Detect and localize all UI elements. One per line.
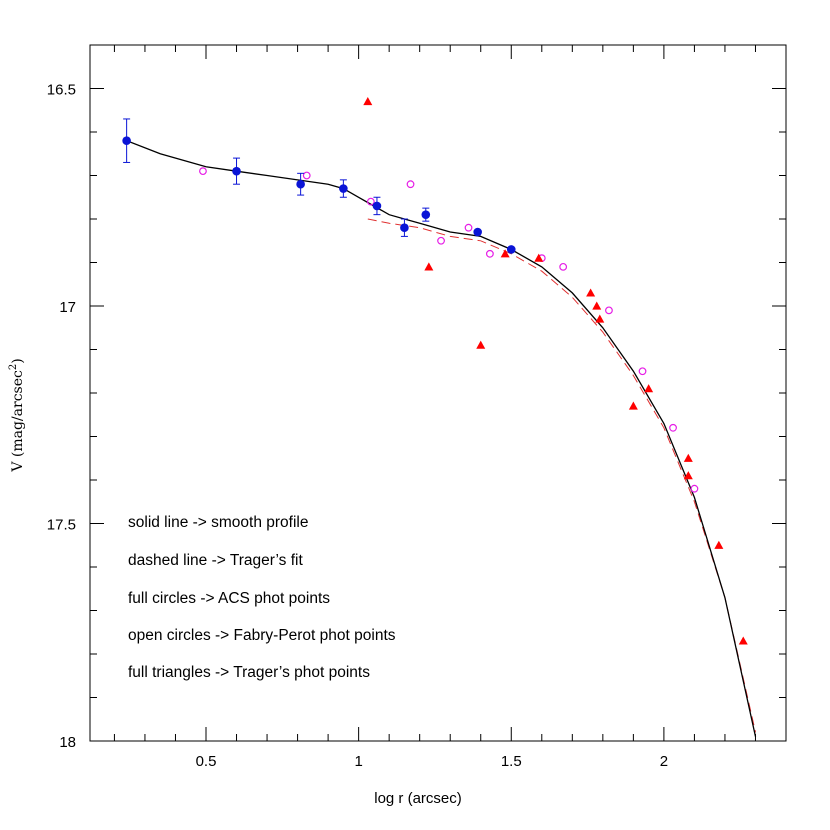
y-tick-label: 16.5 <box>47 82 76 99</box>
y-tick-label: 17.5 <box>47 517 76 534</box>
trager-point <box>500 249 510 258</box>
fabry-perot-point <box>485 249 494 258</box>
fabry-perot-point <box>638 367 647 376</box>
acs-point <box>506 245 516 254</box>
trager-point <box>424 262 434 271</box>
fabry-perot-point <box>366 197 375 206</box>
fabry-perot-point <box>559 262 568 271</box>
y-tick-label: 17 <box>59 299 76 316</box>
trager-point <box>595 314 605 323</box>
trager-point <box>534 253 544 262</box>
x-axis: 0.5 1 1.5 2 <box>113 45 787 770</box>
trager-fit-line <box>367 218 756 733</box>
trager-point <box>714 540 724 549</box>
x-tick-label: 1 <box>354 753 362 770</box>
acs-point <box>372 201 382 211</box>
fabry-perot-point <box>605 306 613 315</box>
y-axis-title-sup: 2 <box>8 364 19 370</box>
x-tick-label: 1.5 <box>501 753 522 770</box>
annotation-full-triangles: full triangles -> Trager’s phot points <box>128 664 370 681</box>
fabry-perot-point <box>437 236 445 245</box>
fabry-perot-point <box>669 423 677 432</box>
fabry-perot-point <box>406 180 415 189</box>
fabry-perot-point <box>690 484 699 493</box>
x-axis-title: log r (arcsec) <box>374 790 462 807</box>
y-axis-title: V (mag/arcsec2) <box>8 358 26 472</box>
acs-point <box>339 184 348 193</box>
x-tick-label: 2 <box>660 753 668 770</box>
trager-point <box>592 301 602 310</box>
annotation-solid-line: solid line -> smooth profile <box>128 514 309 531</box>
y-tick-label: 18 <box>59 734 76 751</box>
y-axis-title-close: ) <box>10 358 26 363</box>
trager-point <box>586 288 596 297</box>
data-points <box>122 97 748 645</box>
acs-point <box>421 210 431 219</box>
annotation-open-circles: open circles -> Fabry-Perot phot points <box>128 627 396 644</box>
annotation-full-circles: full circles -> ACS phot points <box>128 590 330 607</box>
trager-point <box>363 97 373 106</box>
trager-point <box>644 384 654 393</box>
fabry-perot-point <box>464 223 473 232</box>
smooth-profile-line <box>126 140 757 737</box>
acs-point <box>122 136 131 145</box>
trager-point <box>683 453 693 462</box>
fabry-perot-point <box>302 171 311 180</box>
fabry-perot-point <box>199 167 207 176</box>
trager-point <box>476 340 486 349</box>
annotation-dashed-line: dashed line -> Trager’s fit <box>128 552 303 569</box>
acs-point <box>232 166 241 176</box>
trager-point <box>738 636 748 645</box>
y-axis-title-main: V (mag/arcsec <box>10 370 26 473</box>
y-axis: 16.5 17 17.5 18 <box>47 44 786 751</box>
acs-point <box>296 179 305 189</box>
profile-lines <box>126 140 757 737</box>
x-tick-label: 0.5 <box>196 753 217 770</box>
trager-point <box>628 401 638 410</box>
annotation-block: solid line -> smooth profile dashed line… <box>128 514 396 681</box>
acs-point <box>400 223 409 232</box>
acs-point <box>473 227 482 237</box>
trager-point <box>683 471 693 480</box>
